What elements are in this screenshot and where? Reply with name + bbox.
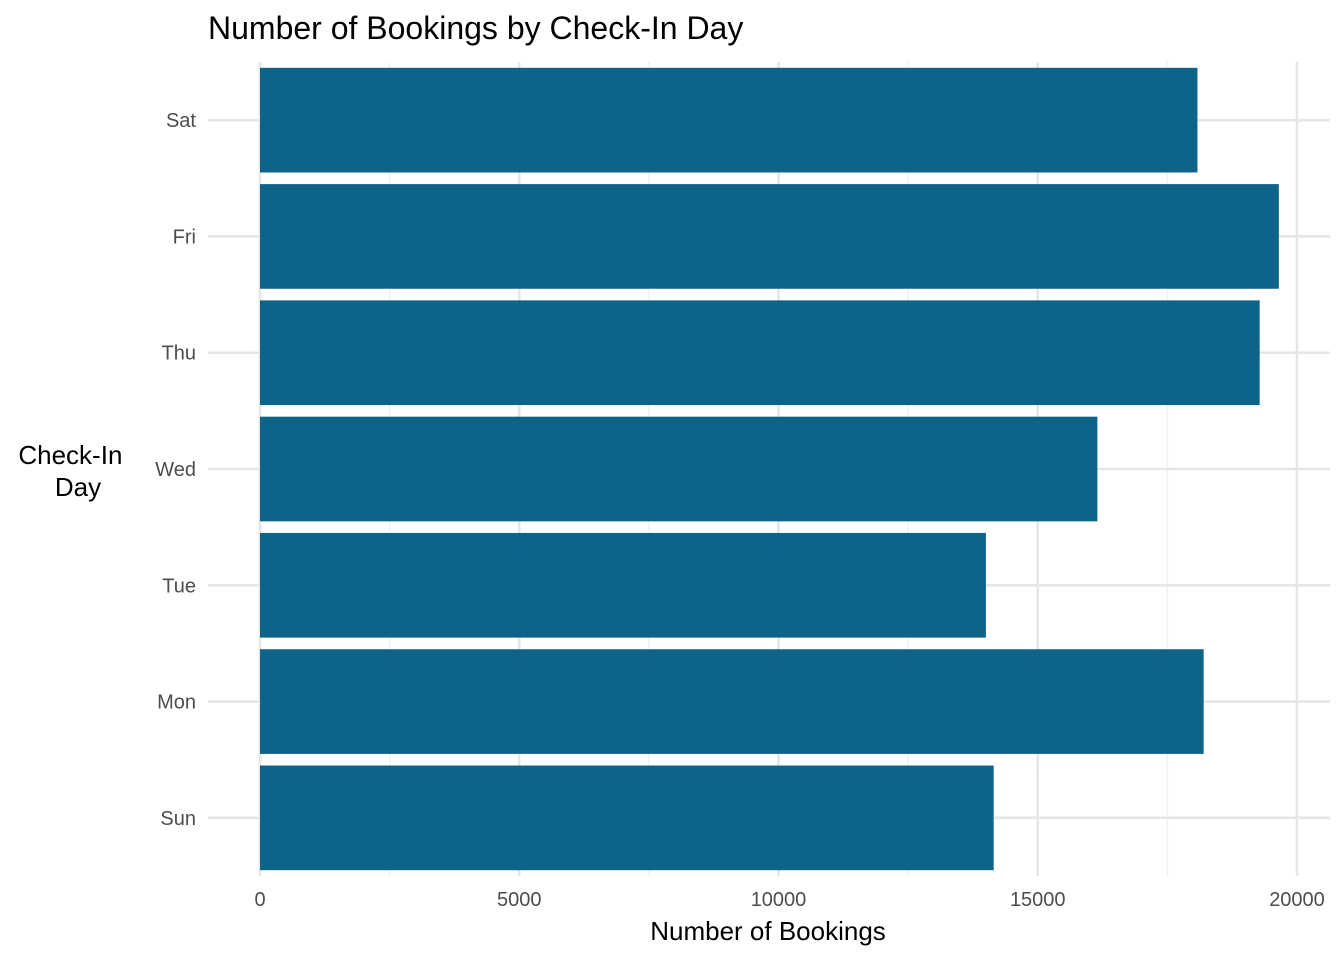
y-tick-label: Fri: [173, 226, 196, 248]
y-tick-label: Sat: [166, 110, 196, 132]
chart-title: Number of Bookings by Check-In Day: [208, 10, 743, 46]
y-tick-label: Sun: [160, 808, 196, 830]
x-tick-label: 5000: [497, 889, 542, 911]
bars: [260, 67, 1279, 871]
bar-wed: [260, 416, 1098, 522]
x-tick-label: 0: [254, 889, 265, 911]
y-axis-title: Check-In Day: [18, 440, 129, 502]
y-axis-title-line-2: Day: [55, 472, 101, 502]
x-axis-title: Number of Bookings: [650, 916, 886, 946]
tick-labels: 0 5000 10000 15000 20000 Sun Mon Tue Wed Thu Fri Sa…: [155, 110, 1325, 911]
bar-sat: [260, 67, 1198, 173]
x-tick-label: 10000: [751, 889, 807, 911]
bar-mon: [260, 649, 1204, 754]
bar-tue: [260, 532, 986, 638]
y-tick-label: Tue: [162, 575, 196, 597]
bar-sun: [260, 765, 994, 871]
x-tick-label: 15000: [1010, 889, 1066, 911]
x-tick-label: 20000: [1269, 889, 1325, 911]
y-tick-label: Wed: [155, 459, 196, 481]
y-tick-label: Mon: [157, 692, 196, 714]
bar-fri: [260, 184, 1279, 289]
y-axis-title-line-1: Check-In: [18, 440, 122, 470]
bar-thu: [260, 300, 1260, 406]
y-tick-label: Thu: [162, 343, 196, 365]
